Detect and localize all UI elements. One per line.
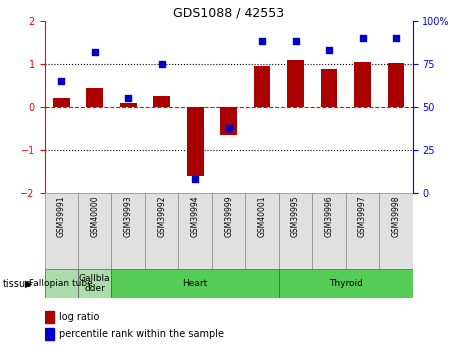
Bar [279, 193, 312, 269]
Bar [120, 103, 136, 107]
Text: Heart: Heart [182, 279, 208, 288]
Bar [321, 69, 337, 107]
Bar [346, 193, 379, 269]
Bar [254, 66, 271, 107]
Bar [78, 193, 112, 269]
Text: log ratio: log ratio [59, 312, 99, 322]
Bar [187, 107, 204, 176]
Bar [279, 269, 413, 298]
Bar [379, 193, 413, 269]
Point [124, 96, 132, 101]
Point [158, 61, 166, 67]
Bar [354, 62, 371, 107]
Text: GSM39995: GSM39995 [291, 196, 300, 237]
Bar [112, 269, 279, 298]
Bar [86, 88, 103, 107]
Bar [78, 269, 112, 298]
Bar [45, 310, 54, 323]
Point [258, 39, 266, 44]
Text: Fallopian tube: Fallopian tube [30, 279, 93, 288]
Text: GSM39993: GSM39993 [124, 196, 133, 237]
Text: GSM40000: GSM40000 [90, 196, 99, 237]
Bar [145, 193, 178, 269]
Bar [245, 193, 279, 269]
Text: GSM39996: GSM39996 [325, 196, 333, 237]
Text: tissue: tissue [2, 279, 31, 289]
Text: GSM39991: GSM39991 [57, 196, 66, 237]
Bar [45, 328, 54, 340]
Point [359, 35, 366, 41]
Point [325, 47, 333, 53]
Title: GDS1088 / 42553: GDS1088 / 42553 [173, 7, 284, 20]
Bar [387, 63, 404, 107]
Text: GSM39994: GSM39994 [191, 196, 200, 237]
Text: GSM40001: GSM40001 [257, 196, 266, 237]
Text: Gallbla
dder: Gallbla dder [79, 274, 111, 294]
Point [191, 177, 199, 182]
Text: GSM39992: GSM39992 [157, 196, 166, 237]
Bar [212, 193, 245, 269]
Point [225, 125, 232, 130]
Text: percentile rank within the sample: percentile rank within the sample [59, 329, 224, 339]
Point [58, 78, 65, 84]
Bar [45, 269, 78, 298]
Text: GSM39997: GSM39997 [358, 196, 367, 237]
Bar [45, 193, 78, 269]
Bar [220, 107, 237, 135]
Bar [312, 193, 346, 269]
Bar [153, 96, 170, 107]
Text: GSM39999: GSM39999 [224, 196, 233, 237]
Point [91, 49, 98, 55]
Bar [178, 193, 212, 269]
Bar [287, 60, 304, 107]
Bar [112, 193, 145, 269]
Point [392, 35, 400, 41]
Bar [53, 98, 70, 107]
Text: Thyroid: Thyroid [329, 279, 363, 288]
Point [292, 39, 299, 44]
Text: ▶: ▶ [25, 279, 33, 289]
Text: GSM39998: GSM39998 [392, 196, 401, 237]
